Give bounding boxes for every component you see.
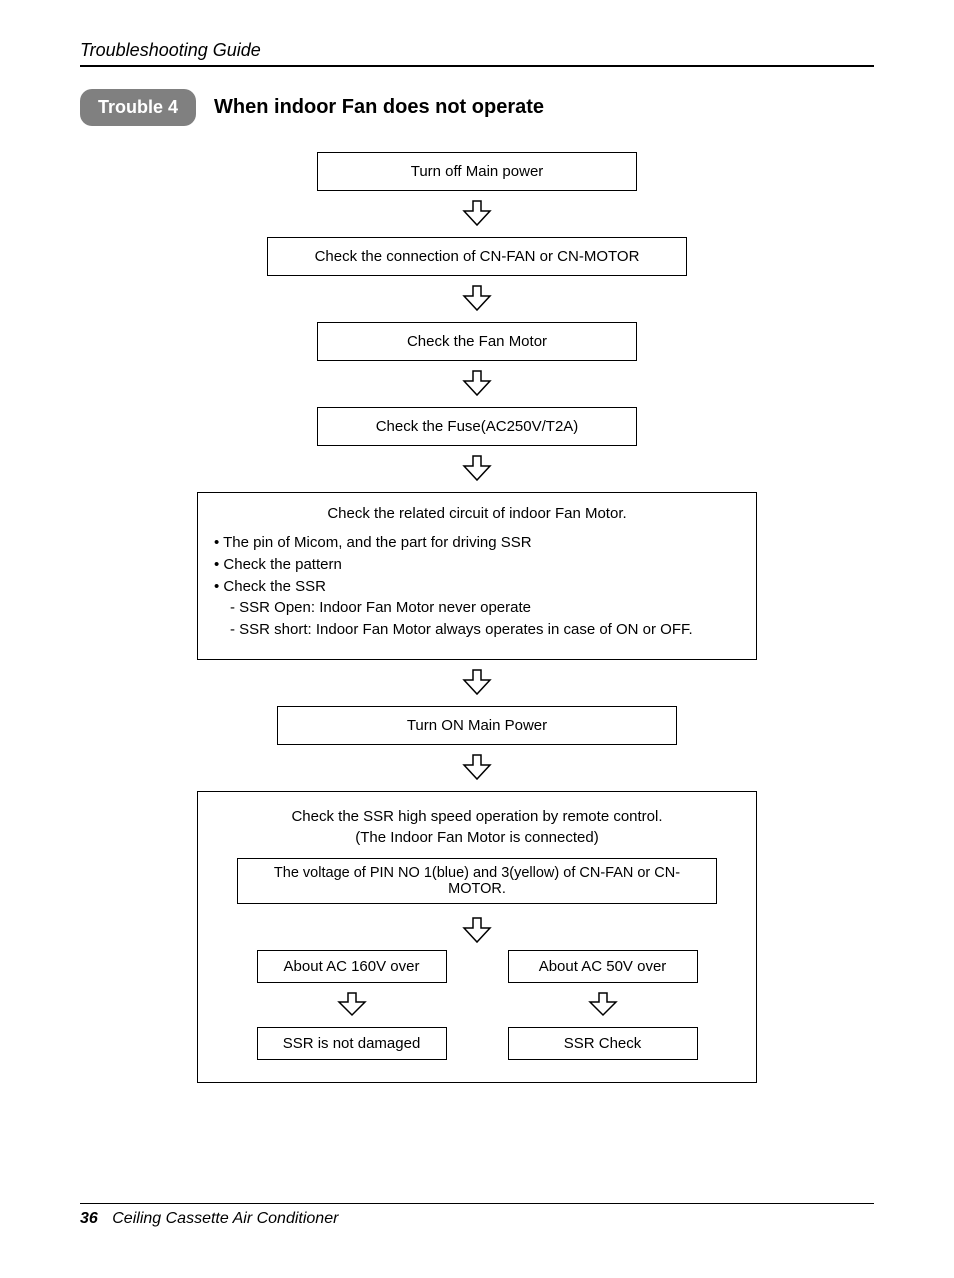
arrow-down-icon — [460, 369, 494, 399]
bullet-pattern: • Check the pattern — [214, 554, 742, 576]
step-check-circuit-list: • The pin of Micom, and the part for dri… — [212, 532, 742, 641]
step-turn-on-power: Turn ON Main Power — [277, 706, 677, 745]
ssr-check-line2: (The Indoor Fan Motor is connected) — [216, 827, 738, 848]
sub-ssr-short: - SSR short: Indoor Fan Motor always ope… — [214, 619, 742, 641]
section-header: Troubleshooting Guide — [80, 40, 874, 67]
sub-ssr-open: - SSR Open: Indoor Fan Motor never opera… — [214, 597, 742, 619]
ssr-check-title: Check the SSR high speed operation by re… — [216, 806, 738, 848]
section-title: Troubleshooting Guide — [80, 40, 261, 60]
step-check-fuse: Check the Fuse(AC250V/T2A) — [317, 407, 637, 446]
footer-product: Ceiling Cassette Air Conditioner — [112, 1210, 338, 1227]
trouble-badge: Trouble 4 — [80, 89, 196, 126]
arrow-down-icon — [216, 916, 738, 946]
ssr-voltage-box: The voltage of PIN NO 1(blue) and 3(yell… — [237, 858, 717, 904]
page-footer: 36 Ceiling Cassette Air Conditioner — [80, 1203, 874, 1228]
arrow-down-icon — [460, 753, 494, 783]
ssr-right-column: About AC 50V over SSR Check — [497, 950, 708, 1060]
trouble-title: When indoor Fan does not operate — [214, 96, 544, 119]
ssr-check-line1: Check the SSR high speed operation by re… — [216, 806, 738, 827]
bullet-micom: • The pin of Micom, and the part for dri… — [214, 532, 742, 554]
arrow-down-icon — [460, 454, 494, 484]
ssr-right-voltage: About AC 50V over — [508, 950, 698, 983]
step-check-circuit: Check the related circuit of indoor Fan … — [197, 492, 757, 660]
flowchart: Turn off Main power Check the connection… — [80, 152, 874, 1083]
ssr-right-result: SSR Check — [508, 1027, 698, 1060]
trouble-title-row: Trouble 4 When indoor Fan does not opera… — [80, 89, 874, 126]
ssr-left-voltage: About AC 160V over — [257, 950, 447, 983]
arrow-down-icon — [586, 991, 620, 1019]
arrow-down-icon — [460, 668, 494, 698]
step-check-fan-motor: Check the Fan Motor — [317, 322, 637, 361]
arrow-down-icon — [335, 991, 369, 1019]
ssr-check-group: Check the SSR high speed operation by re… — [197, 791, 757, 1083]
arrow-down-icon — [460, 199, 494, 229]
step-check-connection: Check the connection of CN-FAN or CN-MOT… — [267, 237, 687, 276]
arrow-down-icon — [460, 284, 494, 314]
ssr-left-result: SSR is not damaged — [257, 1027, 447, 1060]
ssr-left-column: About AC 160V over SSR is not damaged — [246, 950, 457, 1060]
step-check-circuit-title: Check the related circuit of indoor Fan … — [212, 505, 742, 522]
page-number: 36 — [80, 1210, 98, 1227]
ssr-split: About AC 160V over SSR is not damaged Ab… — [216, 950, 738, 1060]
bullet-ssr: • Check the SSR — [214, 576, 742, 598]
step-turn-off-power: Turn off Main power — [317, 152, 637, 191]
